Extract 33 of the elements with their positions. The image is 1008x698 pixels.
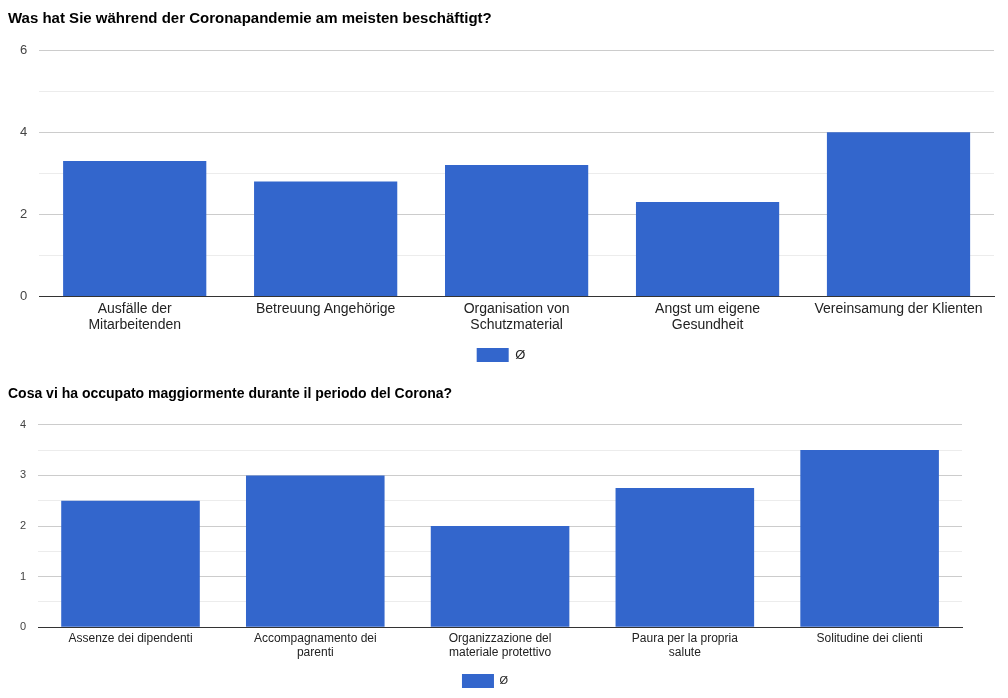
bar [61, 500, 200, 627]
y-tick-label: 2 [19, 519, 27, 532]
chart-title: Cosa vi ha occupato maggiormente durante il periodo del Corona? [8, 385, 453, 402]
legend-label: Ø [499, 674, 509, 687]
x-tick-label: Organizzazione del materiale protettivo [448, 630, 552, 660]
bar [254, 181, 398, 296]
y-tick-label: 2 [20, 205, 28, 221]
chart-title: Was hat Sie während der Coronapandemie am meisten beschäftigt? [8, 9, 492, 27]
legend-label: Ø [515, 346, 526, 362]
x-tick-label: Solitudine dei clienti [816, 630, 923, 645]
bar [635, 201, 780, 296]
y-tick-label: 4 [20, 123, 28, 139]
x-tick-label: Accompagnamento dei parenti [253, 630, 377, 660]
y-tick-label: 4 [19, 417, 27, 430]
bar [826, 132, 971, 296]
x-tick-label: Ausfälle der Mitarbeitenden [88, 299, 182, 333]
bar [63, 160, 207, 296]
bar [430, 526, 570, 627]
x-tick-label: Betreuung Angehörige [255, 299, 396, 316]
y-tick-label: 3 [19, 468, 27, 481]
y-tick-label: 1 [19, 569, 27, 582]
bar [445, 164, 589, 296]
x-tick-label: Organisation von Schutzmaterial [463, 299, 570, 333]
x-tick-label: Assenze dei dipendenti [68, 630, 193, 645]
y-tick-label: 0 [20, 287, 28, 303]
x-tick-label: Paura per la propria salute [631, 630, 739, 660]
bar [245, 475, 385, 627]
y-tick-label: 6 [20, 41, 28, 57]
bar [800, 450, 939, 627]
x-tick-label: Angst um eigene Gesundheit [655, 299, 761, 333]
y-tick-label: 0 [19, 620, 27, 633]
bar [615, 488, 755, 627]
x-tick-label: Vereinsamung der Klienten [814, 299, 983, 316]
